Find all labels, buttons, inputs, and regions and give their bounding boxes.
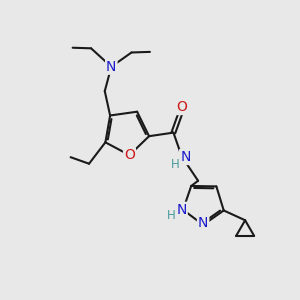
Text: H: H: [171, 158, 180, 171]
Text: H: H: [167, 208, 176, 222]
Text: O: O: [124, 148, 135, 162]
Text: N: N: [106, 60, 116, 74]
Text: N: N: [198, 216, 208, 230]
Text: O: O: [176, 100, 187, 114]
Text: N: N: [180, 150, 190, 164]
Text: N: N: [176, 203, 187, 217]
